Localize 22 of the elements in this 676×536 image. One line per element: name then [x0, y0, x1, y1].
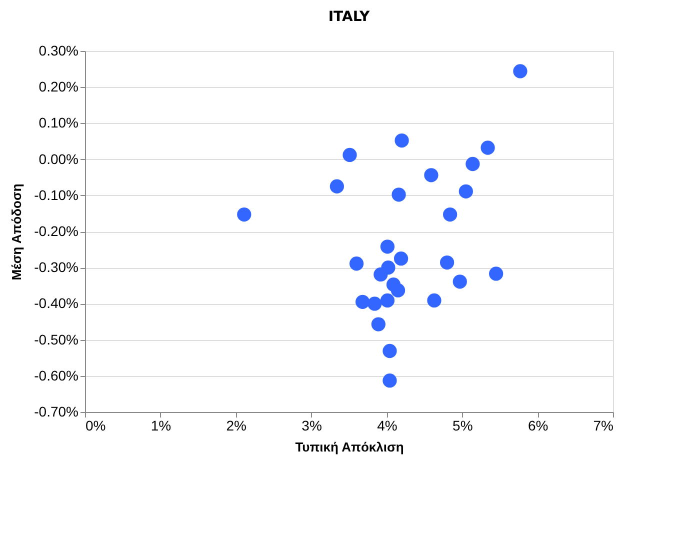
- y-tick-label: -0.30%: [34, 259, 78, 276]
- x-tick-label: 0%: [86, 418, 106, 434]
- y-tick-label: 0.10%: [38, 114, 78, 131]
- x-tick-label: 7%: [593, 418, 614, 434]
- y-tick-label: -0.20%: [34, 223, 78, 239]
- x-tick-label: 6%: [528, 418, 548, 434]
- x-axis-title: Τυπική Απόκλιση: [295, 440, 404, 454]
- x-tick-label: 3%: [302, 418, 322, 434]
- y-tick-label: -0.40%: [34, 295, 78, 312]
- y-tick-label: -0.60%: [34, 367, 78, 384]
- x-tick-label: 2%: [226, 418, 246, 434]
- x-tick-label: 1%: [150, 418, 172, 434]
- y-tick-label: -0.70%: [34, 404, 78, 420]
- y-tick-label: -0.50%: [34, 331, 78, 348]
- x-tick-label: 4%: [377, 418, 398, 434]
- y-tick-label: 0.00%: [38, 150, 78, 167]
- y-tick-label: 0.20%: [38, 78, 78, 95]
- y-axis-title: Μέση Απόδοση: [9, 184, 24, 280]
- y-tick-label: 0.30%: [38, 42, 78, 58]
- x-tick-label: 5%: [452, 418, 473, 434]
- chart-title: ITALY: [328, 9, 371, 25]
- y-tick-label: -0.10%: [34, 186, 78, 203]
